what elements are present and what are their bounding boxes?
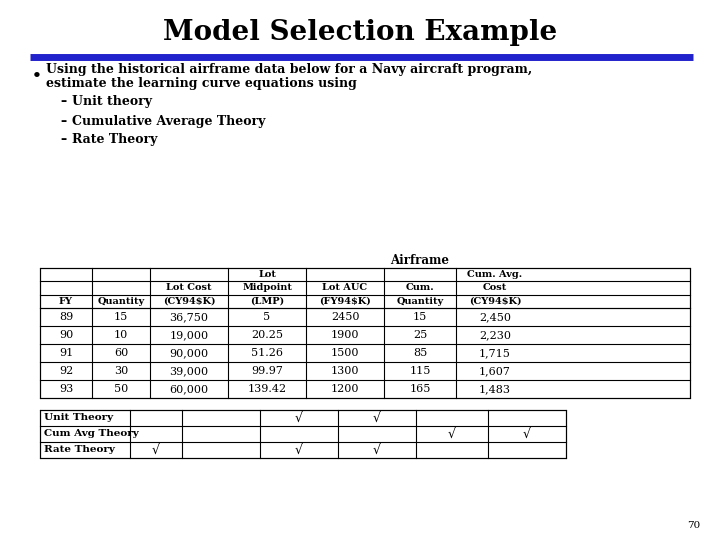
Text: estimate the learning curve equations using: estimate the learning curve equations us… <box>46 77 357 90</box>
Text: (CY94$K): (CY94$K) <box>163 297 215 306</box>
Text: 2,230: 2,230 <box>479 330 511 340</box>
Text: 36,750: 36,750 <box>169 312 209 322</box>
Text: 1200: 1200 <box>330 384 359 394</box>
Text: 1900: 1900 <box>330 330 359 340</box>
Text: 39,000: 39,000 <box>169 366 209 376</box>
Text: 10: 10 <box>114 330 128 340</box>
Text: 2450: 2450 <box>330 312 359 322</box>
Text: Cumulative Average Theory: Cumulative Average Theory <box>72 114 266 127</box>
Text: 50: 50 <box>114 384 128 394</box>
Text: Cum Avg Theory: Cum Avg Theory <box>44 429 139 438</box>
Text: √: √ <box>523 428 531 441</box>
Text: Lot AUC: Lot AUC <box>323 284 368 293</box>
Text: Lot Cost: Lot Cost <box>166 284 212 293</box>
Text: √: √ <box>373 411 381 424</box>
Text: (LMP): (LMP) <box>250 297 284 306</box>
Text: (FY94$K): (FY94$K) <box>319 297 371 306</box>
Text: •: • <box>32 69 42 83</box>
Text: 165: 165 <box>409 384 431 394</box>
Text: 60: 60 <box>114 348 128 358</box>
Text: Airframe: Airframe <box>390 253 449 267</box>
Text: 15: 15 <box>413 312 427 322</box>
Text: √: √ <box>295 443 303 456</box>
Bar <box>40 268 690 398</box>
Text: Cost: Cost <box>483 284 507 293</box>
Text: 25: 25 <box>413 330 427 340</box>
Text: 15: 15 <box>114 312 128 322</box>
Text: Model Selection Example: Model Selection Example <box>163 18 557 45</box>
Text: 90,000: 90,000 <box>169 348 209 358</box>
Text: 60,000: 60,000 <box>169 384 209 394</box>
Text: 85: 85 <box>413 348 427 358</box>
Text: 89: 89 <box>59 312 73 322</box>
Text: 2,450: 2,450 <box>479 312 511 322</box>
Text: 115: 115 <box>409 366 431 376</box>
Text: –: – <box>60 114 66 127</box>
Text: 30: 30 <box>114 366 128 376</box>
Text: 1,607: 1,607 <box>479 366 511 376</box>
Bar <box>40 410 566 458</box>
Text: 90: 90 <box>59 330 73 340</box>
Text: 70: 70 <box>687 521 700 530</box>
Text: 51.26: 51.26 <box>251 348 283 358</box>
Text: √: √ <box>295 411 303 424</box>
Text: Quantity: Quantity <box>97 297 145 306</box>
Text: FY: FY <box>59 297 73 306</box>
Text: Quantity: Quantity <box>397 297 444 306</box>
Text: 99.97: 99.97 <box>251 366 283 376</box>
Text: 1300: 1300 <box>330 366 359 376</box>
Text: 91: 91 <box>59 348 73 358</box>
Text: –: – <box>60 133 66 146</box>
Text: Cum.: Cum. <box>405 284 434 293</box>
Text: √: √ <box>373 443 381 456</box>
Text: 19,000: 19,000 <box>169 330 209 340</box>
Text: 20.25: 20.25 <box>251 330 283 340</box>
Text: Using the historical airframe data below for a Navy aircraft program,: Using the historical airframe data below… <box>46 64 532 77</box>
Text: 93: 93 <box>59 384 73 394</box>
Text: Unit theory: Unit theory <box>72 96 152 109</box>
Text: 5: 5 <box>264 312 271 322</box>
Text: 139.42: 139.42 <box>248 384 287 394</box>
Text: 1,715: 1,715 <box>479 348 511 358</box>
Text: Unit Theory: Unit Theory <box>44 414 113 422</box>
Text: (CY94$K): (CY94$K) <box>469 297 521 306</box>
Text: Cum. Avg.: Cum. Avg. <box>467 270 523 279</box>
Text: Rate Theory: Rate Theory <box>44 446 115 455</box>
Text: Rate Theory: Rate Theory <box>72 133 158 146</box>
Text: √: √ <box>152 443 160 456</box>
Text: 1,483: 1,483 <box>479 384 511 394</box>
Text: √: √ <box>448 428 456 441</box>
Text: 92: 92 <box>59 366 73 376</box>
Text: Lot: Lot <box>258 270 276 279</box>
Text: –: – <box>60 96 66 109</box>
Text: 1500: 1500 <box>330 348 359 358</box>
Text: Midpoint: Midpoint <box>242 284 292 293</box>
